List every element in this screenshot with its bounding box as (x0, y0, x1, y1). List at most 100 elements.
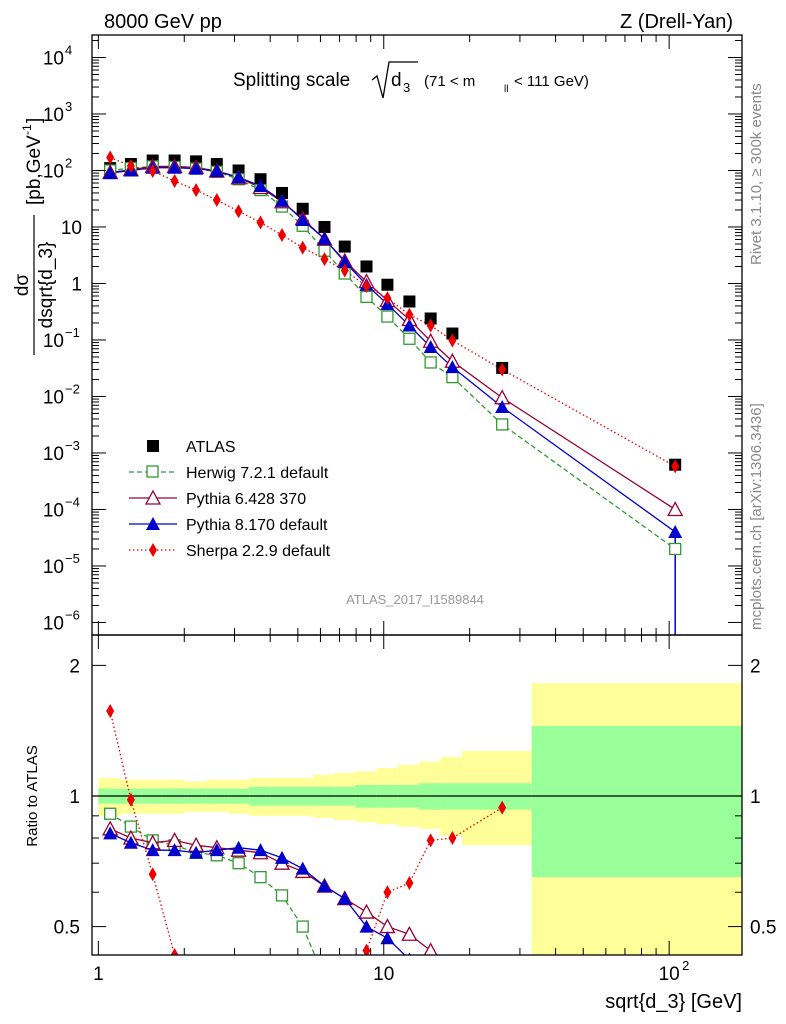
title-symbol: d (391, 70, 402, 91)
analysis-watermark: ATLAS_2017_I1589844 (346, 592, 484, 607)
x-tick-label-0: 1 (93, 964, 104, 985)
main-point-atlas-13 (381, 278, 394, 291)
ylabel-numerator: dσ (12, 274, 33, 297)
ratio-point-sherpa-7 (426, 833, 435, 848)
main-point-sherpa-0 (106, 150, 115, 165)
main-y-tick-label-exp-8: −4 (65, 494, 80, 509)
legend-pythia6: Pythia 6.428 370 (129, 489, 306, 508)
legend-herwig-marker (146, 465, 159, 478)
main-point-pythia8-4 (189, 161, 204, 175)
x-tick-label-exp-2: 2 (682, 958, 689, 973)
legend-pythia6-label: Pythia 6.428 370 (186, 491, 306, 508)
main-point-sherpa-13 (383, 291, 392, 306)
main-y-tick-label-0: 10 (43, 48, 64, 69)
main-point-atlas-10 (318, 220, 331, 233)
ratio-point-sherpa-8 (448, 831, 457, 846)
ratio-point-pythia8-13 (380, 931, 395, 945)
y-axis-label: dσ dsqrt{d_3} [pb,GeV -1 ] (12, 118, 57, 355)
ratio-point-pythia8-7 (253, 843, 268, 857)
main-point-sherpa-2 (148, 163, 157, 178)
legend-herwig-label: Herwig 7.2.1 default (186, 465, 329, 482)
main-point-sherpa-15 (426, 318, 435, 333)
main-point-pythia8-3 (167, 160, 182, 174)
ratio-point-pythia8-3 (167, 843, 182, 857)
main-point-pythia8-16 (445, 360, 460, 374)
main-point-sherpa-9 (298, 240, 307, 255)
legend-atlas: ATLAS (147, 439, 236, 456)
ratio-y-tick-label-left-0: 2 (69, 656, 80, 677)
ratio-point-herwig-0 (104, 807, 117, 820)
process-label: Z (Drell-Yan) (620, 11, 733, 33)
ratio-point-pythia6-12 (358, 903, 375, 919)
ratio-point-pythia8-5 (209, 843, 224, 857)
main-y-tick-label-exp-10: −6 (65, 607, 80, 622)
title-range-sub: ll (504, 84, 508, 95)
ratio-y-tick-label-right-2: 0.5 (750, 918, 776, 939)
ratio-point-sherpa-4 (362, 943, 371, 955)
ratio-line-herwig-0 (109, 813, 316, 955)
mcplots-label: mcplots.cern.ch [arXiv:1306.3436] (748, 403, 765, 630)
ratio-point-pythia8-8 (274, 850, 289, 864)
main-point-sherpa-14 (405, 307, 414, 322)
main-point-herwig-15 (424, 356, 437, 369)
ylabel-unit-end: ] (24, 118, 45, 123)
legend-sherpa: Sherpa 2.2.9 default (129, 543, 331, 560)
ratio-y-tick-label-left-2: 0.5 (54, 918, 80, 939)
main-point-pythia8-10 (317, 231, 332, 245)
main-point-pythia8-15 (423, 340, 438, 354)
main-point-sherpa-12 (362, 279, 371, 294)
legend-herwig: Herwig 7.2.1 default (129, 465, 329, 482)
ratio-point-pythia8-1 (123, 835, 138, 849)
ratio-point-pythia6-13 (379, 918, 396, 934)
main-point-pythia8-14 (402, 318, 417, 332)
main-y-tick-label-exp-0: 4 (65, 42, 72, 57)
main-point-pythia8-17 (495, 400, 510, 414)
main-point-pythia8-9 (295, 212, 310, 226)
main-point-atlas-15 (424, 312, 437, 325)
main-y-tick-label-exp-7: −3 (65, 438, 80, 453)
sqrt-symbol (371, 61, 418, 99)
main-point-pythia8-6 (231, 170, 246, 184)
main-y-tick-label-exp-1: 3 (65, 99, 72, 114)
plot-title: Splitting scale d 3 (71 < m ll < 111 GeV… (233, 61, 589, 99)
main-point-sherpa-3 (170, 174, 179, 189)
main-point-atlas-14 (403, 295, 416, 308)
main-y-tick-label-5: 10 (43, 331, 64, 352)
main-point-sherpa-8 (277, 228, 286, 243)
title-subscript: 3 (403, 80, 410, 95)
main-y-tick-label-exp-2: 2 (65, 155, 72, 170)
main-point-pythia8-0 (103, 166, 118, 180)
main-point-atlas-9 (296, 202, 309, 215)
main-y-tick-label-exp-6: −2 (65, 381, 80, 396)
main-point-atlas-12 (360, 260, 373, 273)
ylabel-unit: [pb,GeV (24, 135, 45, 205)
x-axis-label: sqrt{d_3} [GeV] (605, 991, 742, 1013)
main-y-tick-label-4: 1 (71, 274, 82, 295)
ratio-line-sherpa-1 (365, 807, 503, 951)
energy-label: 8000 GeV pp (104, 11, 222, 33)
ylabel-denominator: dsqrt{d_3} (36, 242, 57, 329)
ratio-point-herwig-10 (319, 973, 330, 984)
legend-sherpa-label: Sherpa 2.2.9 default (186, 543, 331, 560)
ratio-point-sherpa-0 (106, 703, 115, 718)
main-point-sherpa-1 (126, 159, 135, 174)
main-point-herwig-13 (381, 310, 394, 323)
main-point-sherpa-16 (448, 333, 457, 348)
ratio-point-herwig-7 (254, 870, 267, 884)
main-point-herwig-16 (446, 370, 459, 384)
ratio-point-sherpa-2 (148, 867, 157, 882)
main-y-tick-label-1: 10 (43, 105, 64, 126)
main-point-atlas-8 (275, 186, 288, 199)
main-y-tick-label-9: 10 (43, 557, 64, 578)
title-range: (71 < m (424, 73, 475, 90)
main-point-herwig-17 (496, 418, 509, 431)
main-point-sherpa-11 (340, 263, 349, 278)
main-y-tick-label-3: 10 (61, 218, 82, 239)
main-point-pythia8-7 (253, 179, 268, 193)
legend-atlas-label: ATLAS (186, 439, 236, 456)
ratio-point-pythia8-12 (359, 919, 374, 933)
main-point-sherpa-17 (498, 362, 507, 377)
main-point-sherpa-4 (192, 183, 201, 198)
main-point-pythia6-18 (667, 501, 684, 517)
main-point-pythia8-5 (209, 163, 224, 177)
